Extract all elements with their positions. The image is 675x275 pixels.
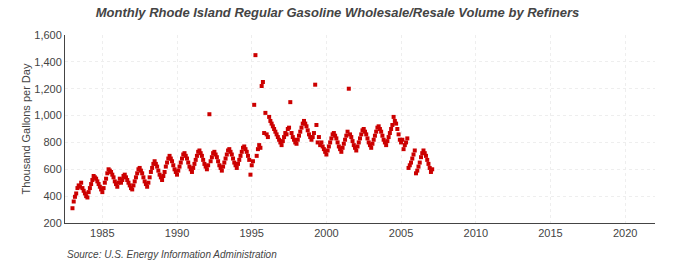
svg-text:800: 800 bbox=[43, 136, 61, 148]
svg-text:1,600: 1,600 bbox=[34, 29, 62, 41]
svg-text:1,000: 1,000 bbox=[34, 109, 62, 121]
svg-text:600: 600 bbox=[43, 163, 61, 175]
svg-text:1995: 1995 bbox=[239, 227, 263, 239]
svg-text:Source: U.S. Energy Informatio: Source: U.S. Energy Information Administ… bbox=[67, 249, 277, 260]
svg-text:1990: 1990 bbox=[165, 227, 189, 239]
svg-text:2020: 2020 bbox=[613, 227, 637, 239]
svg-text:2010: 2010 bbox=[464, 227, 488, 239]
svg-text:1,200: 1,200 bbox=[34, 83, 62, 95]
svg-text:200: 200 bbox=[43, 217, 61, 229]
svg-text:1985: 1985 bbox=[90, 227, 114, 239]
svg-text:2000: 2000 bbox=[314, 227, 338, 239]
svg-text:Monthly Rhode Island Regular G: Monthly Rhode Island Regular Gasoline Wh… bbox=[96, 5, 580, 20]
svg-text:1,400: 1,400 bbox=[34, 56, 62, 68]
svg-text:Thousand Gallons per Day: Thousand Gallons per Day bbox=[20, 63, 32, 194]
svg-text:400: 400 bbox=[43, 190, 61, 202]
svg-text:2015: 2015 bbox=[538, 227, 562, 239]
svg-text:2005: 2005 bbox=[389, 227, 413, 239]
